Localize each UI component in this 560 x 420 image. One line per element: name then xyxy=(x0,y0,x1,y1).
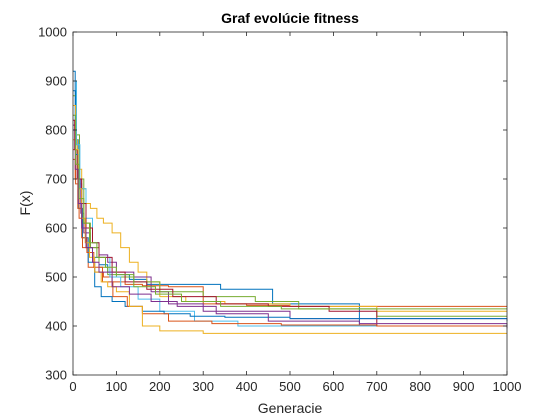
x-tick-label: 900 xyxy=(453,379,475,394)
y-tick-label: 1000 xyxy=(38,25,67,40)
x-tick-label: 700 xyxy=(366,379,388,394)
x-tick-label: 1000 xyxy=(493,379,522,394)
chart-title: Graf evolúcie fitness xyxy=(221,10,359,26)
x-tick-label: 800 xyxy=(409,379,431,394)
axes-layer: 0 100 200 300 400 500 600 700 800 900 1000 300 400 50… xyxy=(38,25,521,395)
y-tick-label: 300 xyxy=(45,368,67,383)
series-line-11 xyxy=(73,129,508,329)
x-tick-label: 0 xyxy=(69,379,76,394)
x-tick-label: 100 xyxy=(106,379,128,394)
series-line-10 xyxy=(73,105,507,334)
y-tick-label: 900 xyxy=(45,74,67,89)
x-tick-label: 600 xyxy=(323,379,345,394)
y-tick-label: 600 xyxy=(45,221,67,236)
x-tick-label: 500 xyxy=(279,379,301,394)
y-axis-title: F(x) xyxy=(17,191,33,216)
y-tick-label: 500 xyxy=(45,270,67,285)
x-tick-label: 400 xyxy=(236,379,258,394)
series-layer xyxy=(73,70,508,334)
y-tick-label: 700 xyxy=(45,172,67,187)
x-tick-label: 200 xyxy=(149,379,171,394)
y-tick-label: 800 xyxy=(45,123,67,138)
x-axis-title: Generacie xyxy=(258,400,323,416)
series-line-12 xyxy=(73,114,507,310)
series-line-9 xyxy=(73,158,507,327)
y-tick-label: 400 xyxy=(45,319,67,334)
x-tick-label: 300 xyxy=(192,379,214,394)
